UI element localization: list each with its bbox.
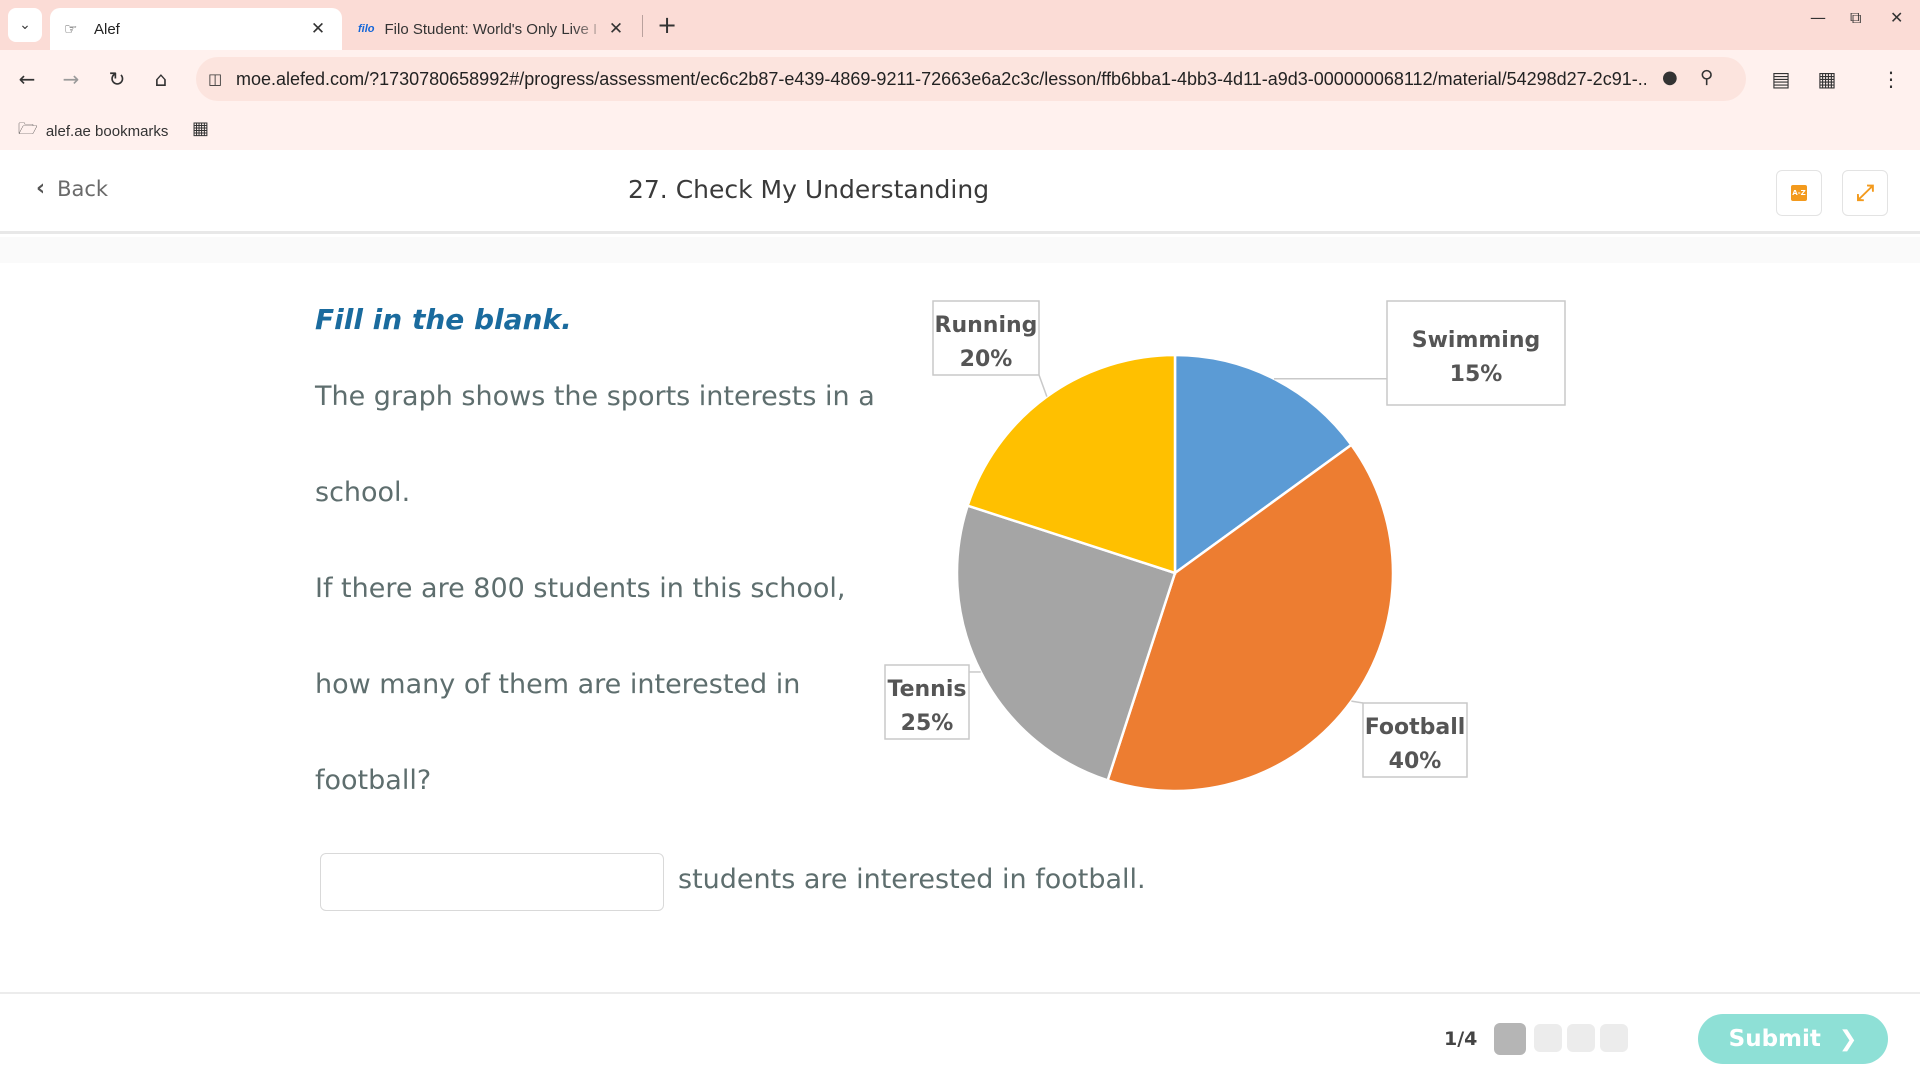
progress-dot[interactable] [1494,1023,1526,1055]
pie-label-box [932,300,1040,376]
pie-label-category: Football [1365,715,1466,740]
question-line: If there are 800 students in this school… [315,573,846,604]
pie-label-box [1362,702,1468,778]
progress-counter: 1/4 [1444,1028,1478,1050]
chevron-down-icon: ⌄ [19,17,31,33]
expand-arrows-icon: ⤢ [1856,180,1874,206]
lesson-header: ‹ Back 27. Check My Understanding A-Z ⤢ [0,150,1920,234]
question-line: football? [315,765,432,796]
sports-pie-chart: Swimming 15% Football 40% Tennis 25% Running 20… [884,300,1566,793]
pie-label-value: 20% [960,347,1013,372]
reload-icon[interactable]: ↻ [108,67,126,91]
home-icon[interactable]: ⌂ [154,67,168,91]
extensions-icon[interactable]: ▦ [1817,67,1837,91]
question-line: The graph shows the sports interests in … [315,381,875,412]
tab-filo[interactable]: filo Filo Student: World's Only Live I ✕ [344,8,640,50]
close-icon[interactable]: ✕ [608,19,624,38]
glossary-book-icon: A-Z [1791,185,1807,201]
pie-slice-swimming [1173,353,1354,576]
tab-title: Alef [94,20,120,38]
alef-favicon-icon: ☞ [64,21,78,38]
forward-arrow-icon[interactable]: → [62,67,80,91]
close-icon[interactable]: ✕ [310,19,326,38]
pie-leader-line [1038,374,1048,397]
chevron-right-icon: ❯ [1838,1026,1858,1052]
address-bar[interactable]: ◫ moe.alefed.com/?1730780658992#/progres… [196,57,1746,101]
page-title: 27. Check My Understanding [628,175,990,204]
pie-label-box [884,664,970,740]
browser-tab-bar: ⌄ ☞ Alef ✕ filo Filo Student: World's On… [0,0,1920,50]
progress-dot[interactable] [1567,1024,1595,1052]
pie-slice-running [966,353,1177,575]
kebab-menu-icon[interactable]: ⋮ [1881,67,1901,91]
pie-label-category: Tennis [888,677,967,702]
submit-label: Submit [1728,1026,1821,1052]
tab-divider [642,15,643,37]
pie-leader-line [1351,700,1364,704]
back-button[interactable]: ‹ Back [36,176,108,201]
answer-input[interactable] [320,853,664,911]
chevron-left-icon: ‹ [36,176,46,201]
url-text[interactable]: moe.alefed.com/?1730780658992#/progress/… [236,68,1646,89]
pie-label-value: 25% [901,711,954,736]
filo-favicon-icon: filo [358,23,375,35]
question-line: school. [315,477,411,508]
bookmark-folder[interactable]: 🗁 alef.ae bookmarks [18,118,168,145]
assessment-footer: 1/4 Submit ❯ [0,992,1920,1080]
minimize-icon[interactable]: — [1810,8,1826,27]
pie-slice-football [1106,443,1395,793]
zoom-icon[interactable]: ⚲ [1700,67,1714,88]
tab-search-button[interactable]: ⌄ [8,8,42,42]
progress-dot[interactable] [1600,1024,1628,1052]
pie-label-box [1386,300,1566,406]
bookmark-label: alef.ae bookmarks [45,123,169,140]
pie-label-value: 40% [1389,749,1442,774]
pie-label-category: Swimming [1412,328,1541,353]
question-card: Fill in the blank. The graph shows the s… [0,263,1920,993]
pie-label-value: 15% [1450,362,1503,387]
submit-button[interactable]: Submit ❯ [1698,1014,1888,1064]
fullscreen-button[interactable]: ⤢ [1842,170,1888,216]
content-area: Fill in the blank. The graph shows the s… [0,237,1920,993]
browser-nav-bar: ← → ↻ ⌂ ◫ moe.alefed.com/?1730780658992#… [0,50,1920,108]
progress-dot[interactable] [1534,1024,1562,1052]
apps-grid-icon[interactable]: ▦ [192,118,210,139]
tab-title: Filo Student: World's Only Live I [384,20,598,38]
question-instruction: Fill in the blank. [315,303,572,336]
back-label: Back [57,176,109,201]
pie-label-category: Running [935,313,1038,338]
bookmarks-bar: 🗁 alef.ae bookmarks ▦ [0,108,1920,150]
tab-alef[interactable]: ☞ Alef ✕ [50,8,342,50]
folder-icon: 🗁 [18,121,38,138]
location-pin-icon[interactable]: ● [1662,67,1678,88]
window-close-icon[interactable]: ✕ [1890,8,1904,27]
back-arrow-icon[interactable]: ← [18,67,36,91]
site-info-icon[interactable]: ◫ [208,70,223,88]
answer-suffix-text: students are interested in football. [678,864,1146,895]
glossary-button[interactable]: A-Z [1776,170,1822,216]
restore-icon[interactable]: ⧉ [1850,8,1862,27]
question-line: how many of them are interested in [315,669,801,700]
new-tab-plus-icon[interactable]: + [656,11,678,39]
cast-icon[interactable]: ▤ [1771,67,1791,91]
